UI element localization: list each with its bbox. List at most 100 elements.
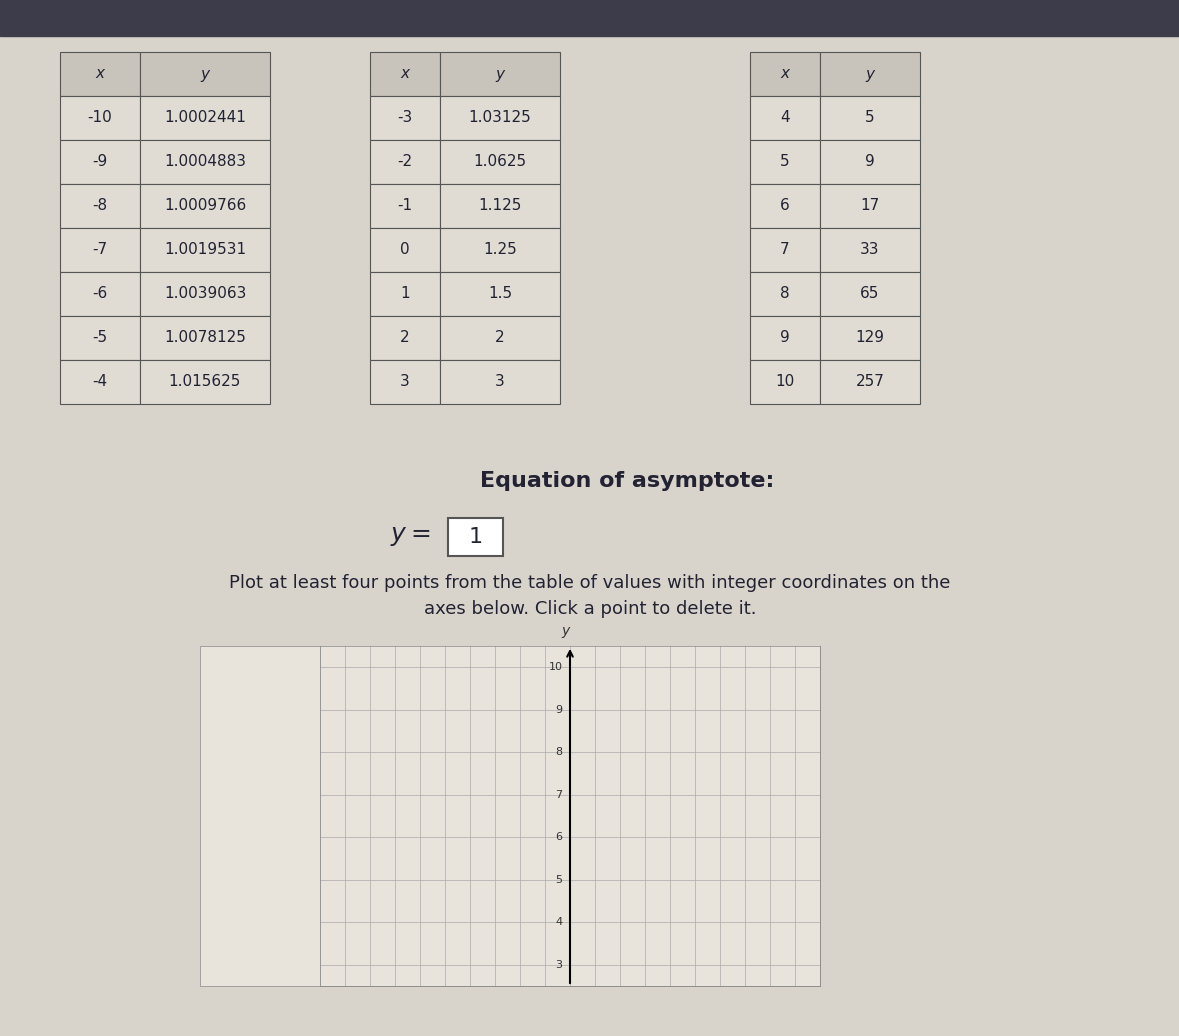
Text: -7: -7 (92, 242, 107, 258)
Bar (140, 184, 270, 228)
Text: $y =$: $y =$ (390, 524, 430, 548)
Bar (140, 96, 270, 140)
Text: 1.25: 1.25 (483, 242, 516, 258)
Bar (370, 140, 440, 184)
Bar (60, 52, 140, 96)
Text: 0: 0 (400, 242, 410, 258)
Text: 10: 10 (548, 662, 562, 672)
Bar (60, 184, 140, 228)
Bar (0, 0, 1179, 36)
Bar (750, 96, 821, 140)
Bar (370, 96, 440, 140)
Text: 1.0002441: 1.0002441 (164, 111, 246, 125)
Text: 1.0625: 1.0625 (474, 154, 527, 170)
Text: -8: -8 (92, 199, 107, 213)
Bar (821, 184, 920, 228)
Text: 17: 17 (861, 199, 880, 213)
Text: 1.0009766: 1.0009766 (164, 199, 246, 213)
Text: 1.5: 1.5 (488, 287, 512, 301)
Text: y: y (865, 66, 875, 82)
Text: Equation of asymptote:: Equation of asymptote: (480, 471, 775, 491)
Text: 9: 9 (555, 704, 562, 715)
Text: -6: -6 (92, 287, 107, 301)
Text: 5: 5 (780, 154, 790, 170)
Text: 1: 1 (400, 287, 410, 301)
Text: 2: 2 (495, 330, 505, 345)
Text: 1.0004883: 1.0004883 (164, 154, 246, 170)
Text: 4: 4 (555, 917, 562, 927)
Bar (370, 272, 440, 316)
Bar (60, 96, 140, 140)
Text: 1.0019531: 1.0019531 (164, 242, 246, 258)
Bar (821, 140, 920, 184)
Bar (140, 272, 270, 316)
Bar (448, 518, 503, 556)
Bar (200, 646, 821, 986)
Text: 4: 4 (780, 111, 790, 125)
Text: Plot at least four points from the table of values with integer coordinates on t: Plot at least four points from the table… (229, 575, 950, 617)
Bar (750, 316, 821, 359)
Bar (140, 228, 270, 272)
Bar (440, 140, 560, 184)
Bar (750, 359, 821, 404)
Text: 1: 1 (468, 527, 482, 547)
Text: y: y (561, 624, 569, 637)
Bar (370, 52, 440, 96)
Text: 1.015625: 1.015625 (169, 374, 242, 390)
Bar (140, 52, 270, 96)
Text: 5: 5 (555, 874, 562, 885)
Bar (821, 52, 920, 96)
Bar (821, 272, 920, 316)
Text: y: y (200, 66, 210, 82)
Bar (370, 359, 440, 404)
Bar (821, 316, 920, 359)
Text: 1.03125: 1.03125 (468, 111, 532, 125)
Text: y: y (495, 66, 505, 82)
Bar (370, 184, 440, 228)
Bar (440, 359, 560, 404)
Bar (440, 228, 560, 272)
Text: -5: -5 (92, 330, 107, 345)
Text: 129: 129 (856, 330, 884, 345)
Bar (440, 96, 560, 140)
Text: 1.125: 1.125 (479, 199, 521, 213)
Bar (821, 228, 920, 272)
Text: 33: 33 (861, 242, 880, 258)
Text: -3: -3 (397, 111, 413, 125)
Text: 2: 2 (400, 330, 410, 345)
Text: 6: 6 (780, 199, 790, 213)
Bar (140, 316, 270, 359)
Bar (60, 140, 140, 184)
Bar (440, 184, 560, 228)
Text: 9: 9 (780, 330, 790, 345)
Text: 7: 7 (555, 789, 562, 800)
Text: 8: 8 (780, 287, 790, 301)
Bar (440, 52, 560, 96)
Text: 3: 3 (495, 374, 505, 390)
Text: x: x (780, 66, 790, 82)
Text: 3: 3 (555, 959, 562, 970)
Bar (821, 359, 920, 404)
Bar (750, 140, 821, 184)
Bar (821, 96, 920, 140)
Bar (370, 316, 440, 359)
Bar (750, 184, 821, 228)
Text: 7: 7 (780, 242, 790, 258)
Bar (140, 140, 270, 184)
Text: 3: 3 (400, 374, 410, 390)
Bar (750, 228, 821, 272)
Bar (60, 316, 140, 359)
Text: x: x (95, 66, 105, 82)
Text: 257: 257 (856, 374, 884, 390)
Bar (60, 228, 140, 272)
Text: -2: -2 (397, 154, 413, 170)
Text: -10: -10 (87, 111, 112, 125)
Bar (60, 359, 140, 404)
Text: x: x (401, 66, 409, 82)
Bar (440, 316, 560, 359)
Text: 1.0039063: 1.0039063 (164, 287, 246, 301)
Bar (140, 359, 270, 404)
Text: -4: -4 (92, 374, 107, 390)
Text: -1: -1 (397, 199, 413, 213)
Bar (440, 272, 560, 316)
